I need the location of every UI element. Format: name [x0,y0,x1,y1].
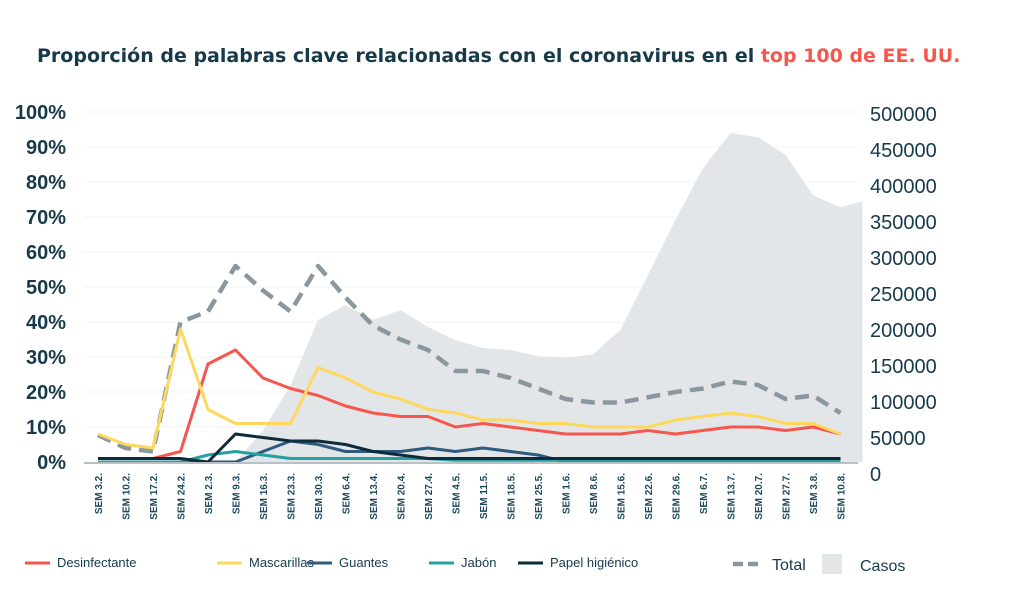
y-left-tick-label: 60% [26,242,66,264]
x-tick-label: SEM 27.4. [424,473,435,520]
y-right-tick-label: 200000 [870,320,937,342]
x-tick-label: SEM 25.5. [534,473,545,520]
y-left-tick-label: 70% [26,207,66,229]
x-tick-label: SEM 6.4. [342,473,353,514]
y-right-tick-label: 300000 [870,248,937,270]
x-tick-label: SEM 4.5. [452,473,463,514]
x-tick-label: SEM 24.2. [177,473,188,520]
y-left-tick-label: 30% [26,347,66,369]
x-tick-label: SEM 8.6. [589,473,600,514]
y-left-tick-label: 90% [26,137,66,159]
y-left-tick-label: 50% [26,277,66,299]
x-tick-label: SEM 3.2. [94,473,105,514]
x-tick-label: SEM 16.3. [259,473,270,520]
x-tick-label: SEM 11.5. [479,473,490,519]
x-tick-label: SEM 10.2. [122,473,133,520]
y-left-tick-label: 10% [26,417,66,439]
y-right-tick-label: 350000 [870,212,937,234]
y-left-tick-label: 100% [15,102,66,124]
legend-label: Total [772,557,806,574]
series-line-jab-n [98,450,841,464]
x-tick-label: SEM 29.6. [672,473,683,520]
y-right-tick-label: 450000 [870,140,937,162]
series-line-desinfectante [98,348,841,460]
y-axis-right: 0 50000 100000 150000 200000 250000 300000 3500… [870,104,937,486]
series-line-total [97,263,842,454]
legend-label: Guantes [339,555,389,570]
y-right-tick-label: 150000 [870,356,937,378]
series-line-mascarillas [97,327,842,450]
x-tick-label: SEM 23.3. [287,473,298,520]
chart-title: Proporción de palabras clave relacionada… [37,45,960,67]
y-right-tick-label: 400000 [870,176,937,198]
x-tick-label: SEM 20.4. [397,473,408,520]
y-left-tick-label: 20% [26,382,66,404]
legend-label: Desinfectante [57,555,137,570]
y-right-tick-label: 50000 [870,428,926,450]
x-tick-label: SEM 10.8. [837,473,848,520]
y-right-tick-label: 500000 [870,104,937,126]
y-left-tick-label: 40% [26,312,66,334]
x-tick-label: SEM 1.6. [562,473,573,514]
x-tick-label: SEM 13.7. [727,473,738,520]
x-tick-label: SEM 3.8. [809,473,820,514]
x-tick-label: SEM 18.5. [507,473,518,520]
y-right-tick-label: 250000 [870,284,937,306]
x-tick-label: SEM 27.7. [782,473,793,520]
x-axis-ticks: SEM 3.2. SEM 10.2. SEM 17.2. SEM 24.2. SEM 2… [94,473,848,520]
chart-title-prefix: Proporción de palabras clave relacionada… [37,45,761,67]
series-line-papel-higi-nico [98,432,841,464]
x-tick-label: SEM 15.6. [617,473,628,520]
casos-area-layer [98,133,863,462]
y-axis-left: 0% 10% 20% 30% 40% 50% 60% 70% 80% 90% 100% [15,102,66,474]
legend-label: Papel higiénico [550,555,638,570]
x-tick-label: SEM 9.3. [232,473,243,514]
y-right-tick-label: 0 [870,464,881,486]
x-tick-label: SEM 13.4. [369,473,380,520]
gridlines [84,111,858,428]
x-tick-label: SEM 30.3. [314,473,325,520]
legend-label: Jabón [461,555,496,570]
chart-title-highlight: top 100 de EE. UU. [761,45,961,67]
x-tick-label: SEM 2.3. [204,473,215,514]
legend-label: Mascarillas [249,555,315,570]
legend: Desinfectante Mascarillas Guantes Jabón Pape… [25,554,905,575]
x-tick-label: SEM 17.2. [149,473,160,520]
x-tick-label: SEM 20.7. [754,473,765,520]
x-tick-label: SEM 22.6. [644,473,655,520]
y-left-tick-label: 80% [26,172,66,194]
casos-area [98,133,863,462]
x-tick-label: SEM 6.7. [699,473,710,514]
legend-swatch-casos [822,554,842,574]
y-left-tick-label: 0% [37,452,66,474]
y-right-tick-label: 100000 [870,392,937,414]
legend-label: Casos [860,558,905,575]
